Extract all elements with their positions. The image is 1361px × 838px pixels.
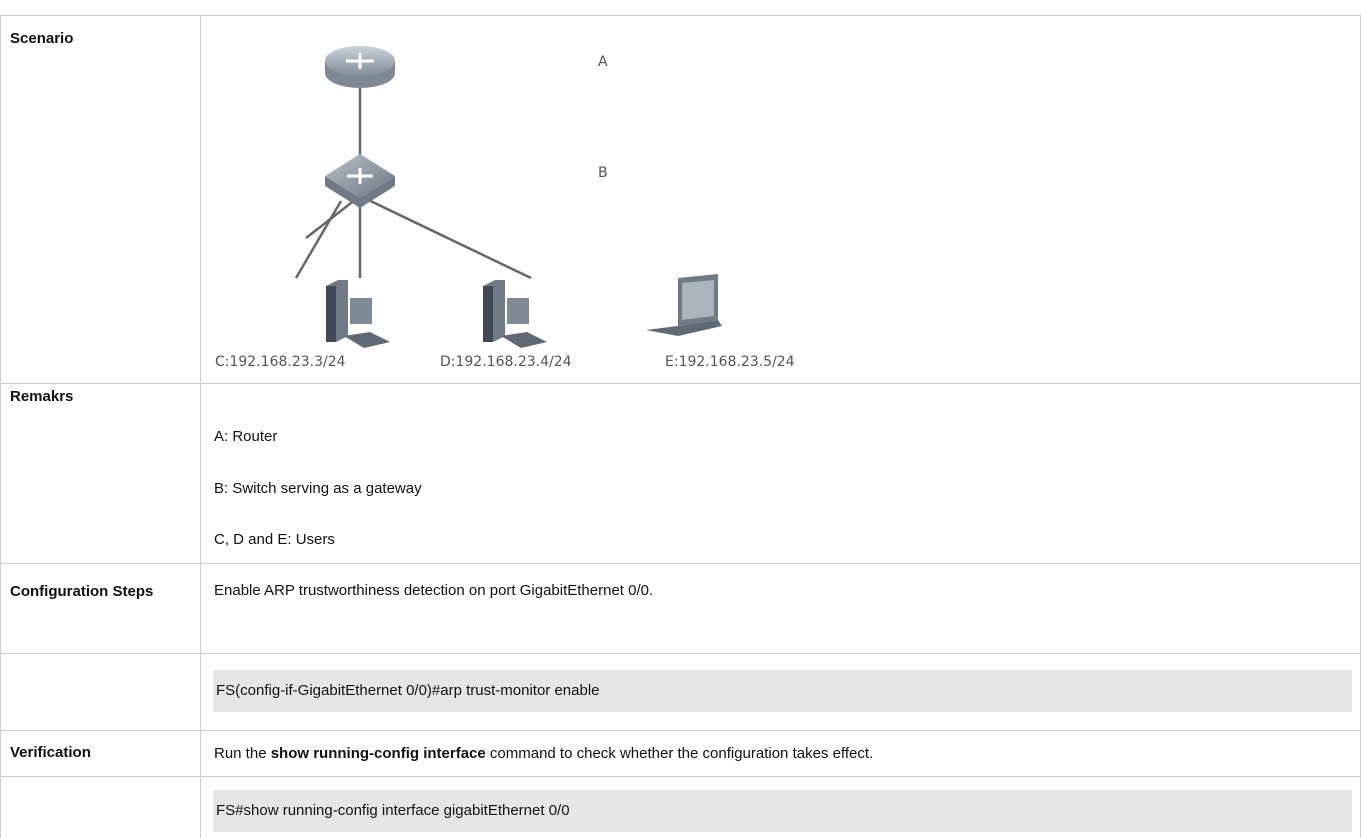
row-label: Remakrs [10,388,74,405]
row-border [0,653,1361,654]
row-border [0,730,1361,731]
node-label: B [598,165,608,181]
row-border [0,776,1361,777]
row-border [0,563,1361,564]
text: Run the [214,745,271,762]
row-border [0,15,1361,16]
links [294,86,532,280]
col-border [200,15,201,838]
row-label: Configuration Steps [10,583,154,600]
host-label: E:192.168.23.5/24 [665,354,795,370]
host-icon [326,280,390,348]
remark-line: B: Switch serving as a gateway [214,480,422,497]
code-block: FS#show running-config interface gigabit… [213,790,1352,832]
node-label: A [598,54,608,70]
host-icon [483,280,547,348]
router-icon [325,46,395,88]
code-block: FS(config-if-GigabitEthernet 0/0)#arp tr… [213,670,1352,712]
command-name: show running-config interface [270,745,486,762]
cell-text: Run the show running-config interface co… [214,745,873,762]
switch-icon [325,154,395,208]
col-border [0,15,1,838]
host-label: C:192.168.23.3/24 [215,354,346,370]
laptop-icon [646,274,722,336]
host-label: D:192.168.23.4/24 [440,354,572,370]
topology-diagram: A B C:192.168.23.3/24 D:192.168.23.4/24 … [215,46,795,370]
text: command to check whether the configurati… [485,745,874,762]
remark-line: C, D and E: Users [214,531,335,548]
remark-line: A: Router [214,428,278,445]
row-label: Scenario [10,30,74,47]
cell-text: Enable ARP trustworthiness detection on … [214,582,654,599]
row-label: Verification [10,744,91,761]
row-border [0,383,1361,384]
